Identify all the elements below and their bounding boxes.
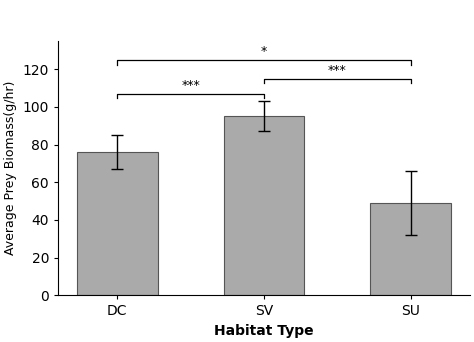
Y-axis label: Average Prey Biomass(g/hr): Average Prey Biomass(g/hr) [4, 81, 17, 255]
Bar [77, 152, 157, 295]
Text: ***: *** [181, 79, 200, 92]
Bar [224, 116, 304, 295]
Bar [370, 203, 451, 295]
Text: ***: *** [328, 64, 347, 77]
Text: *: * [261, 45, 267, 58]
X-axis label: Habitat Type: Habitat Type [214, 324, 314, 338]
